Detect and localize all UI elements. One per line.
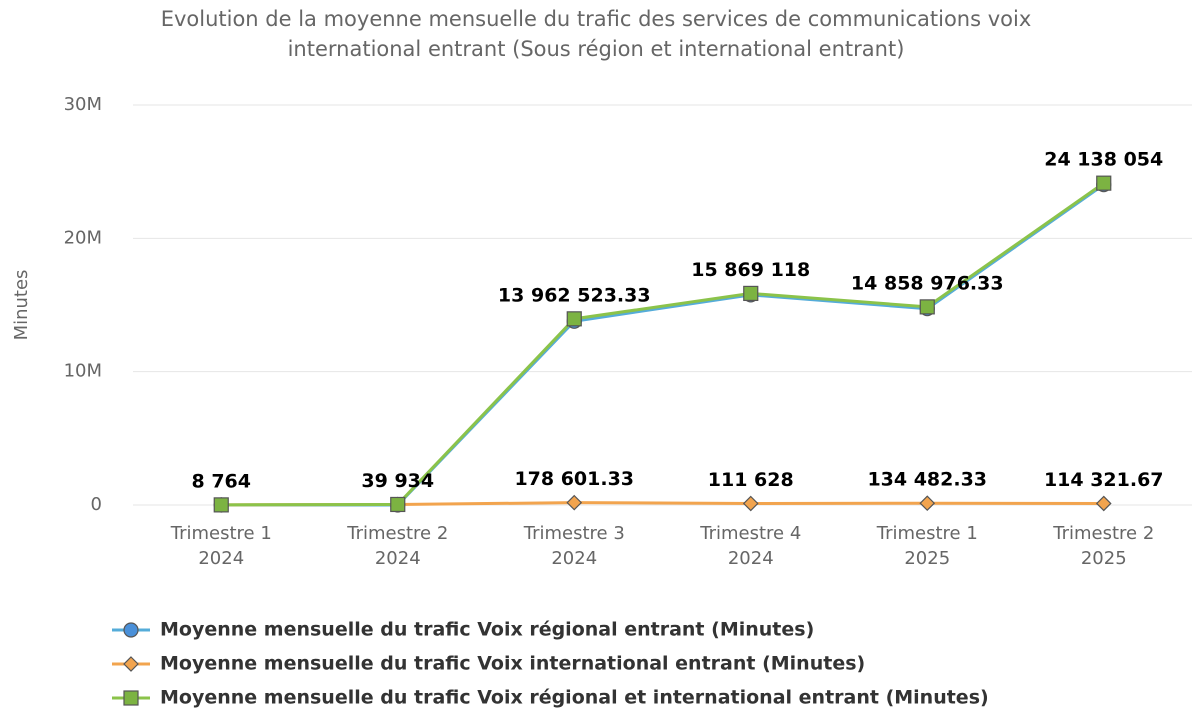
x-tick-label: Trimestre 2 — [1052, 523, 1154, 544]
marker — [919, 299, 935, 315]
marker — [390, 496, 406, 513]
marker — [743, 285, 759, 302]
data-label: 39 934 — [361, 470, 434, 492]
legend-label: Moyenne mensuelle du trafic Voix interna… — [160, 653, 865, 675]
x-tick-label: Trimestre 3 — [523, 523, 625, 544]
x-tick-label: 2024 — [375, 548, 421, 569]
data-label: 15 869 118 — [691, 259, 810, 281]
marker — [566, 494, 583, 511]
data-label: 178 601.33 — [514, 468, 634, 490]
chart-title: international entrant (Sous région et in… — [288, 37, 905, 61]
x-tick-label: 2024 — [551, 548, 597, 569]
marker — [1095, 495, 1112, 512]
chart-title: Evolution de la moyenne mensuelle du tra… — [161, 7, 1032, 31]
x-tick-label: Trimestre 2 — [346, 523, 448, 544]
data-label: 24 138 054 — [1044, 149, 1163, 171]
y-tick-label: 20M — [64, 227, 102, 248]
data-label: 8 764 — [192, 470, 252, 492]
marker — [1096, 175, 1112, 191]
data-label: 14 858 976.33 — [851, 272, 1004, 294]
series-line — [221, 183, 1105, 507]
x-tick-label: 2024 — [198, 548, 244, 569]
legend-label: Moyenne mensuelle du trafic Voix régiona… — [160, 687, 989, 709]
x-tick-label: 2024 — [728, 548, 774, 569]
data-label: 111 628 — [708, 469, 794, 491]
marker — [123, 622, 139, 638]
legend-label: Moyenne mensuelle du trafic Voix régiona… — [160, 619, 814, 641]
marker — [123, 690, 139, 706]
x-tick-label: 2025 — [1081, 548, 1127, 569]
data-label: 134 482.33 — [867, 469, 987, 491]
y-tick-label: 10M — [64, 361, 102, 382]
marker — [566, 311, 582, 327]
y-tick-label: 30M — [64, 94, 102, 115]
marker — [213, 497, 229, 513]
y-axis-label: Minutes — [11, 270, 32, 341]
x-tick-label: 2025 — [904, 548, 950, 569]
series-line — [221, 181, 1105, 507]
marker — [123, 656, 139, 672]
x-tick-label: Trimestre 1 — [170, 523, 272, 544]
data-label: 13 962 523.33 — [498, 284, 651, 306]
x-tick-label: Trimestre 1 — [876, 523, 978, 544]
marker — [742, 495, 759, 512]
data-label: 114 321.67 — [1044, 469, 1164, 491]
y-tick-label: 0 — [91, 494, 102, 515]
marker — [919, 495, 936, 512]
x-tick-label: Trimestre 4 — [699, 523, 801, 544]
